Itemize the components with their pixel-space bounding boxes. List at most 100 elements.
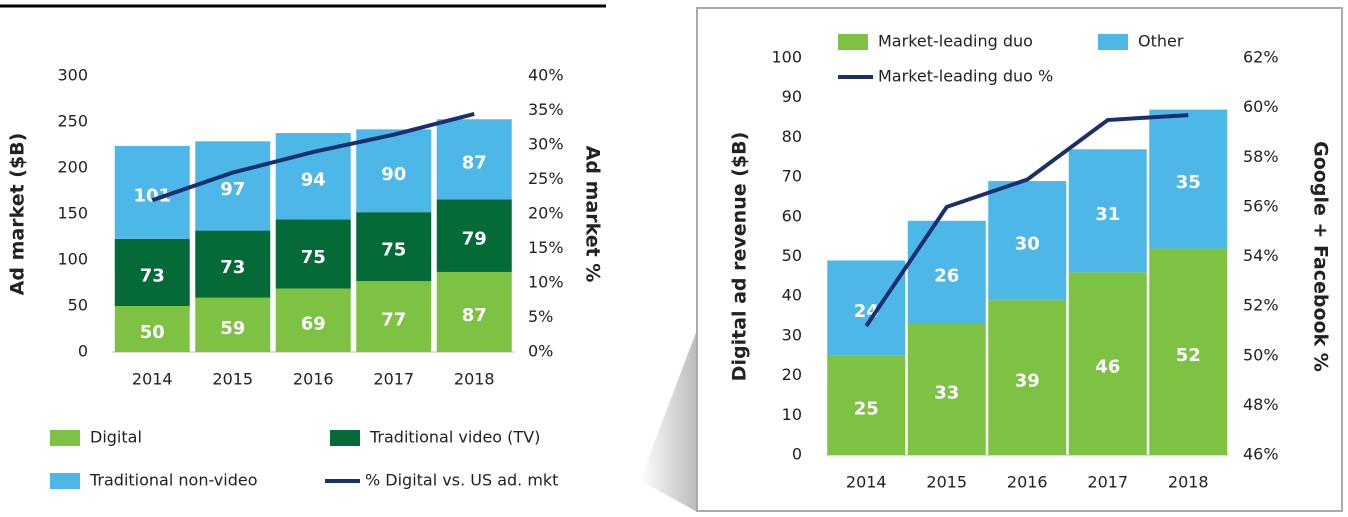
y2-tick-label: 5% xyxy=(528,307,553,326)
legend-label: Digital xyxy=(90,428,142,447)
bar-segment xyxy=(275,288,351,352)
bar-segment xyxy=(827,355,906,455)
y-axis-title: Digital ad revenue ($B) xyxy=(729,132,751,382)
data-label: 75 xyxy=(381,240,406,261)
legend-label: Market-leading duo % xyxy=(878,67,1053,86)
y-tick-label: 0 xyxy=(78,342,88,361)
line-series xyxy=(864,113,1189,328)
legend-swatch xyxy=(50,430,80,446)
bar-segment xyxy=(195,297,271,352)
y2-tick-label: 50% xyxy=(1243,345,1279,364)
legend-label: Other xyxy=(1138,32,1184,51)
x-tick-label: 2015 xyxy=(212,370,253,389)
data-label: 79 xyxy=(462,229,487,250)
y-tick-label: 300 xyxy=(57,66,88,85)
data-label: 26 xyxy=(934,265,959,286)
y2-tick-label: 10% xyxy=(528,273,564,292)
y2-tick-label: 15% xyxy=(528,238,564,257)
data-label: 52 xyxy=(1176,345,1201,366)
y2-tick-label: 0% xyxy=(528,342,553,361)
data-label: 77 xyxy=(381,310,406,331)
y2-tick-label: 54% xyxy=(1243,246,1279,265)
y2-tick-label: 25% xyxy=(528,169,564,188)
data-label: 35 xyxy=(1176,172,1201,193)
y2-axis-title: Google + Facebook % xyxy=(1310,141,1332,372)
x-tick-label: 2018 xyxy=(454,370,495,389)
bar-segment xyxy=(1149,248,1228,455)
y-tick-label: 20 xyxy=(782,365,802,384)
y-tick-label: 50 xyxy=(782,246,802,265)
y2-tick-label: 62% xyxy=(1243,48,1279,67)
bar-segment xyxy=(1068,272,1147,455)
data-label: 73 xyxy=(220,257,245,278)
y2-tick-label: 56% xyxy=(1243,196,1279,215)
bar-segment xyxy=(275,219,351,289)
bar-segment xyxy=(114,238,190,306)
y2-axis-title: Ad market % xyxy=(582,146,604,283)
data-label: 90 xyxy=(381,164,406,185)
data-label: 46 xyxy=(1095,357,1120,378)
data-label: 101 xyxy=(133,185,171,206)
y2-tick-label: 48% xyxy=(1243,395,1279,414)
inset-frame xyxy=(696,7,1343,512)
data-label: 59 xyxy=(220,318,245,339)
y2-tick-label: 20% xyxy=(528,204,564,223)
y2-tick-label: 58% xyxy=(1243,147,1279,166)
legend-label: Market-leading duo xyxy=(878,32,1033,51)
data-label: 33 xyxy=(934,382,959,403)
bar-segment xyxy=(1068,149,1147,273)
y-axis-title: Ad market ($B) xyxy=(7,133,29,296)
bar-segment xyxy=(356,129,432,213)
data-label: 75 xyxy=(301,247,326,268)
data-label: 69 xyxy=(301,313,326,334)
y-tick-label: 100 xyxy=(771,48,802,67)
x-tick-label: 2016 xyxy=(293,370,334,389)
y-tick-label: 30 xyxy=(782,325,802,344)
bar-segment xyxy=(1149,109,1228,249)
y-tick-label: 250 xyxy=(57,112,88,131)
bar-segment xyxy=(436,119,512,200)
y-tick-label: 80 xyxy=(782,127,802,146)
bar-segment xyxy=(436,271,512,352)
y2-tick-label: 52% xyxy=(1243,296,1279,315)
data-label: 31 xyxy=(1095,204,1120,225)
y-tick-label: 100 xyxy=(57,250,88,269)
y-tick-label: 90 xyxy=(782,87,802,106)
bar-segment xyxy=(356,281,432,352)
legend-swatch xyxy=(1098,34,1128,50)
bar-segment xyxy=(907,220,986,324)
bar-segment xyxy=(988,300,1067,455)
y-tick-label: 60 xyxy=(782,206,802,225)
legend-label: Traditional video (TV) xyxy=(369,428,540,447)
y-tick-label: 0 xyxy=(792,445,802,464)
y-tick-label: 40 xyxy=(782,286,802,305)
y2-tick-label: 46% xyxy=(1243,445,1279,464)
bar-segment xyxy=(988,181,1067,301)
data-label: 73 xyxy=(140,265,165,286)
data-label: 94 xyxy=(301,169,326,190)
legend-swatch xyxy=(838,34,868,50)
x-tick-label: 2015 xyxy=(926,473,967,492)
data-label: 97 xyxy=(220,179,245,200)
y2-tick-label: 40% xyxy=(528,66,564,85)
bar-segment xyxy=(195,141,271,231)
y2-tick-label: 30% xyxy=(528,135,564,154)
legend-label: % Digital vs. US ad. mkt xyxy=(365,471,558,490)
y-tick-label: 150 xyxy=(57,204,88,223)
bar-segment xyxy=(356,212,432,282)
x-tick-label: 2017 xyxy=(373,370,414,389)
bar-segment xyxy=(195,230,271,298)
x-tick-label: 2014 xyxy=(132,370,173,389)
data-label: 50 xyxy=(140,322,165,343)
y-tick-label: 10 xyxy=(782,405,802,424)
data-label: 30 xyxy=(1015,234,1040,255)
x-tick-label: 2014 xyxy=(846,473,887,492)
y-tick-label: 200 xyxy=(57,158,88,177)
bar-segment xyxy=(114,306,190,352)
x-tick-label: 2016 xyxy=(1007,473,1048,492)
bar-segment xyxy=(436,199,512,272)
data-label: 39 xyxy=(1015,371,1040,392)
data-label: 87 xyxy=(462,152,487,173)
x-tick-label: 2018 xyxy=(1168,473,1209,492)
y2-tick-label: 60% xyxy=(1243,97,1279,116)
